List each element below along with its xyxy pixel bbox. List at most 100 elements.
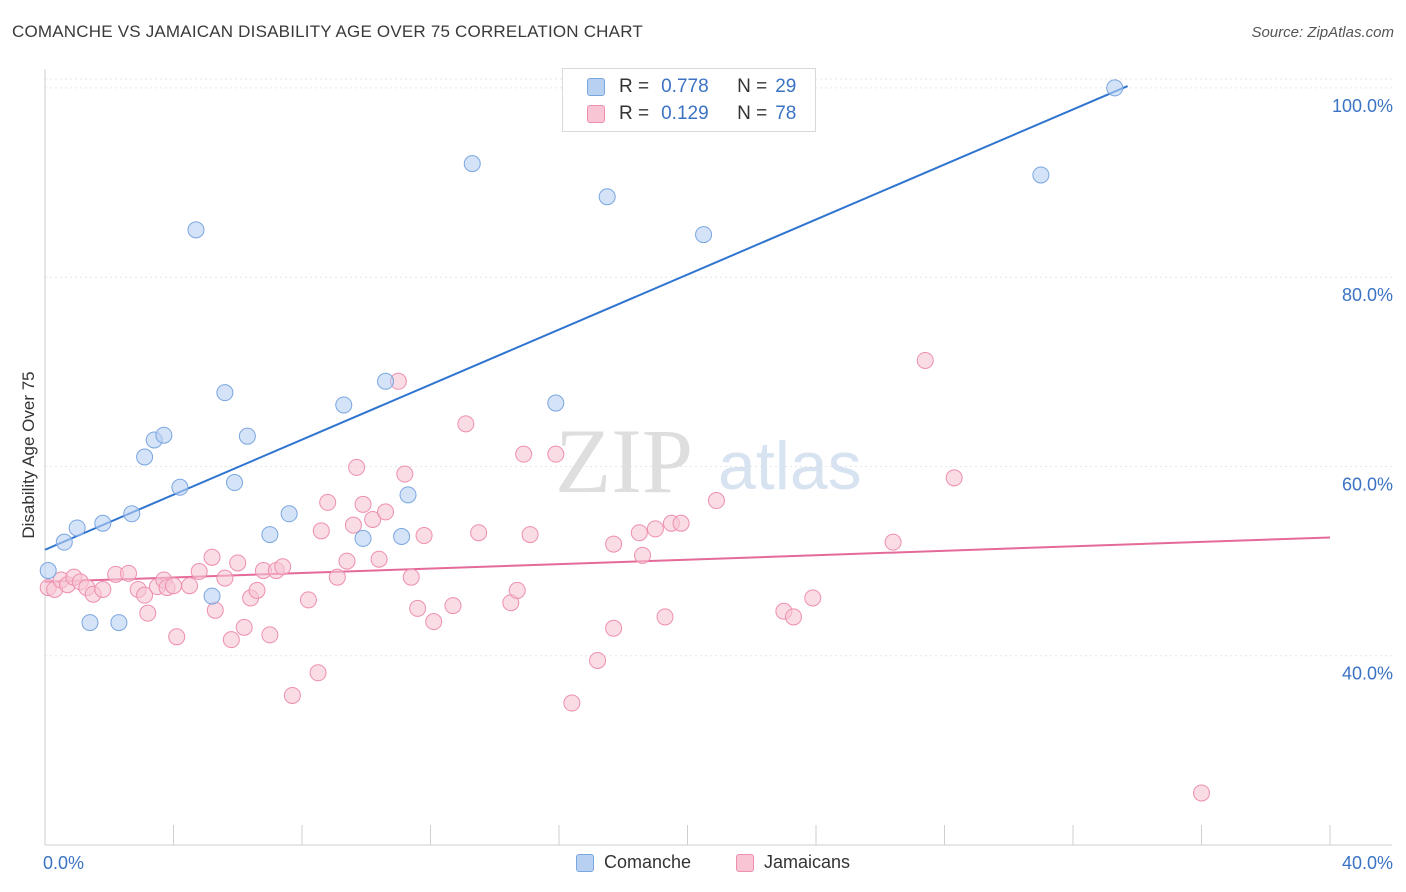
point-comanche: [203, 587, 221, 605]
bottom-legend-comanche: Comanche: [576, 852, 691, 873]
point-jamaicans: [328, 568, 346, 586]
point-jamaicans: [283, 686, 301, 704]
point-jamaicans: [521, 526, 539, 544]
legend-swatch-comanche: [587, 78, 605, 96]
legend-n-value-comanche: 29: [775, 76, 797, 97]
y-tick-label: 80.0%: [1342, 285, 1393, 305]
point-jamaicans: [309, 664, 327, 682]
point-jamaicans: [354, 495, 372, 513]
point-comanche: [68, 519, 86, 537]
legend: R = 0.778 N = 29 R = 0.129 N = 78: [562, 68, 816, 132]
point-jamaicans: [589, 651, 607, 669]
tick-labels: 40.0% 60.0% 80.0% 100.0% 0.0% 40.0%: [43, 96, 1393, 873]
point-jamaicans: [656, 608, 674, 626]
trend-line-comanche: [44, 85, 1129, 551]
point-comanche: [463, 155, 481, 173]
point-jamaicans: [203, 548, 221, 566]
bottom-legend-swatch-jamaicans: [736, 853, 754, 872]
point-jamaicans: [377, 503, 395, 521]
data-points: [39, 79, 1210, 802]
point-jamaicans: [630, 524, 648, 542]
point-jamaicans: [261, 626, 279, 644]
y-tick-label: 100.0%: [1332, 96, 1393, 116]
point-comanche: [377, 372, 395, 390]
legend-r-value-jamaicans: 0.129: [661, 103, 709, 124]
point-jamaicans: [364, 510, 382, 528]
point-jamaicans: [945, 469, 963, 487]
point-comanche: [123, 505, 141, 523]
point-jamaicans: [605, 535, 623, 553]
point-comanche: [280, 505, 298, 523]
point-jamaicans: [415, 527, 433, 545]
point-comanche: [187, 221, 205, 239]
point-jamaicans: [299, 591, 317, 609]
point-comanche: [1106, 79, 1124, 97]
point-jamaicans: [804, 589, 822, 607]
point-jamaicans: [274, 558, 292, 576]
point-jamaicans: [229, 554, 247, 572]
point-jamaicans: [338, 552, 356, 570]
point-jamaicans: [319, 493, 337, 511]
point-comanche: [226, 474, 244, 492]
point-jamaicans: [634, 546, 652, 564]
point-comanche: [261, 526, 279, 544]
point-comanche: [1032, 166, 1050, 184]
bottom-legend-swatch-comanche: [576, 853, 594, 872]
y-tick-label: 60.0%: [1342, 474, 1393, 494]
legend-r-label: R =: [619, 103, 650, 124]
legend-swatch-jamaicans: [587, 105, 605, 123]
point-comanche: [354, 529, 372, 547]
chart-source: Source: ZipAtlas.com: [1251, 24, 1394, 41]
point-jamaicans: [470, 524, 488, 542]
point-jamaicans: [136, 586, 154, 604]
point-jamaicans: [457, 415, 475, 433]
point-comanche: [94, 514, 112, 532]
point-comanche: [39, 562, 57, 580]
y-tick-label: 40.0%: [1342, 664, 1393, 684]
point-jamaicans: [646, 520, 664, 538]
point-jamaicans: [1193, 784, 1210, 802]
point-comanche: [393, 527, 411, 545]
point-jamaicans: [884, 533, 902, 551]
legend-n-label: N =: [737, 103, 768, 124]
legend-n-value-jamaicans: 78: [775, 103, 797, 124]
point-jamaicans: [94, 580, 112, 598]
point-jamaicans: [547, 445, 565, 463]
legend-n-label: N =: [737, 76, 768, 97]
chart-title: COMANCHE VS JAMAICAN DISABILITY AGE OVER…: [12, 22, 643, 41]
point-jamaicans: [396, 465, 414, 483]
point-jamaicans: [370, 550, 388, 568]
point-jamaicans: [508, 581, 526, 599]
point-comanche: [171, 478, 189, 496]
point-jamaicans: [216, 569, 234, 587]
watermark-zip: ZIP: [555, 410, 693, 512]
point-jamaicans: [425, 613, 443, 631]
point-jamaicans: [168, 628, 186, 646]
point-jamaicans: [120, 564, 138, 582]
x-tick-label: 40.0%: [1342, 853, 1393, 873]
bottom-legend-label-jamaicans: Jamaicans: [764, 852, 851, 872]
point-jamaicans: [409, 599, 427, 617]
x-tick-label: 0.0%: [43, 853, 84, 873]
point-jamaicans: [344, 516, 362, 534]
point-comanche: [598, 188, 616, 206]
point-jamaicans: [312, 522, 330, 540]
point-comanche: [238, 427, 256, 445]
point-jamaicans: [916, 351, 934, 369]
point-jamaicans: [235, 618, 253, 636]
point-jamaicans: [348, 458, 366, 476]
grid-lines: [45, 78, 1392, 657]
point-jamaicans: [785, 608, 803, 626]
point-jamaicans: [515, 445, 533, 463]
point-jamaicans: [402, 568, 420, 586]
point-comanche: [155, 426, 173, 444]
point-jamaicans: [707, 492, 725, 510]
point-comanche: [110, 614, 128, 632]
watermark-atlas: atlas: [718, 428, 862, 504]
legend-r-value-comanche: 0.778: [661, 76, 709, 97]
point-jamaicans: [190, 563, 208, 581]
point-comanche: [55, 533, 73, 551]
axes: [44, 69, 1392, 846]
point-comanche: [81, 614, 99, 632]
point-jamaicans: [605, 619, 623, 637]
